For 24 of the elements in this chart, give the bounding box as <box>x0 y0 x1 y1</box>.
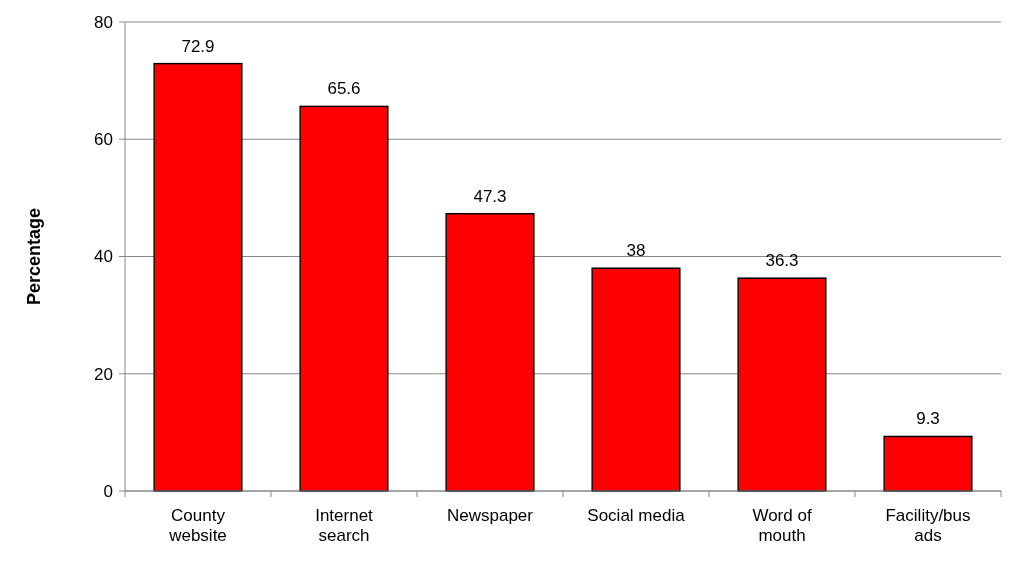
bar <box>737 277 827 492</box>
data-label: 36.3 <box>765 251 799 271</box>
bar <box>153 62 243 492</box>
data-label: 72.9 <box>181 36 215 56</box>
y-tick-label: 80 <box>94 12 113 32</box>
bar <box>883 435 973 492</box>
data-label: 38 <box>626 241 646 261</box>
bar <box>299 105 389 492</box>
data-label: 65.6 <box>327 79 361 99</box>
bar <box>591 267 681 492</box>
y-tick-label: 20 <box>94 364 113 384</box>
y-axis-title: Percentage <box>24 207 44 306</box>
x-tick-label: Newspaper <box>447 506 534 525</box>
x-tick-label: County website <box>168 506 227 546</box>
x-tick-label: Social media <box>587 506 686 525</box>
x-tick-label: Word of mouth <box>752 506 812 546</box>
x-tick-label: Internet search <box>315 506 374 546</box>
bar <box>445 212 535 492</box>
data-label: 9.3 <box>916 409 940 429</box>
x-tick-label: Facility/bus ads <box>885 506 971 546</box>
data-label: 47.3 <box>473 186 507 206</box>
y-tick-label: 0 <box>103 481 113 501</box>
y-tick-label: 40 <box>94 247 113 267</box>
y-tick-label: 60 <box>94 130 113 150</box>
